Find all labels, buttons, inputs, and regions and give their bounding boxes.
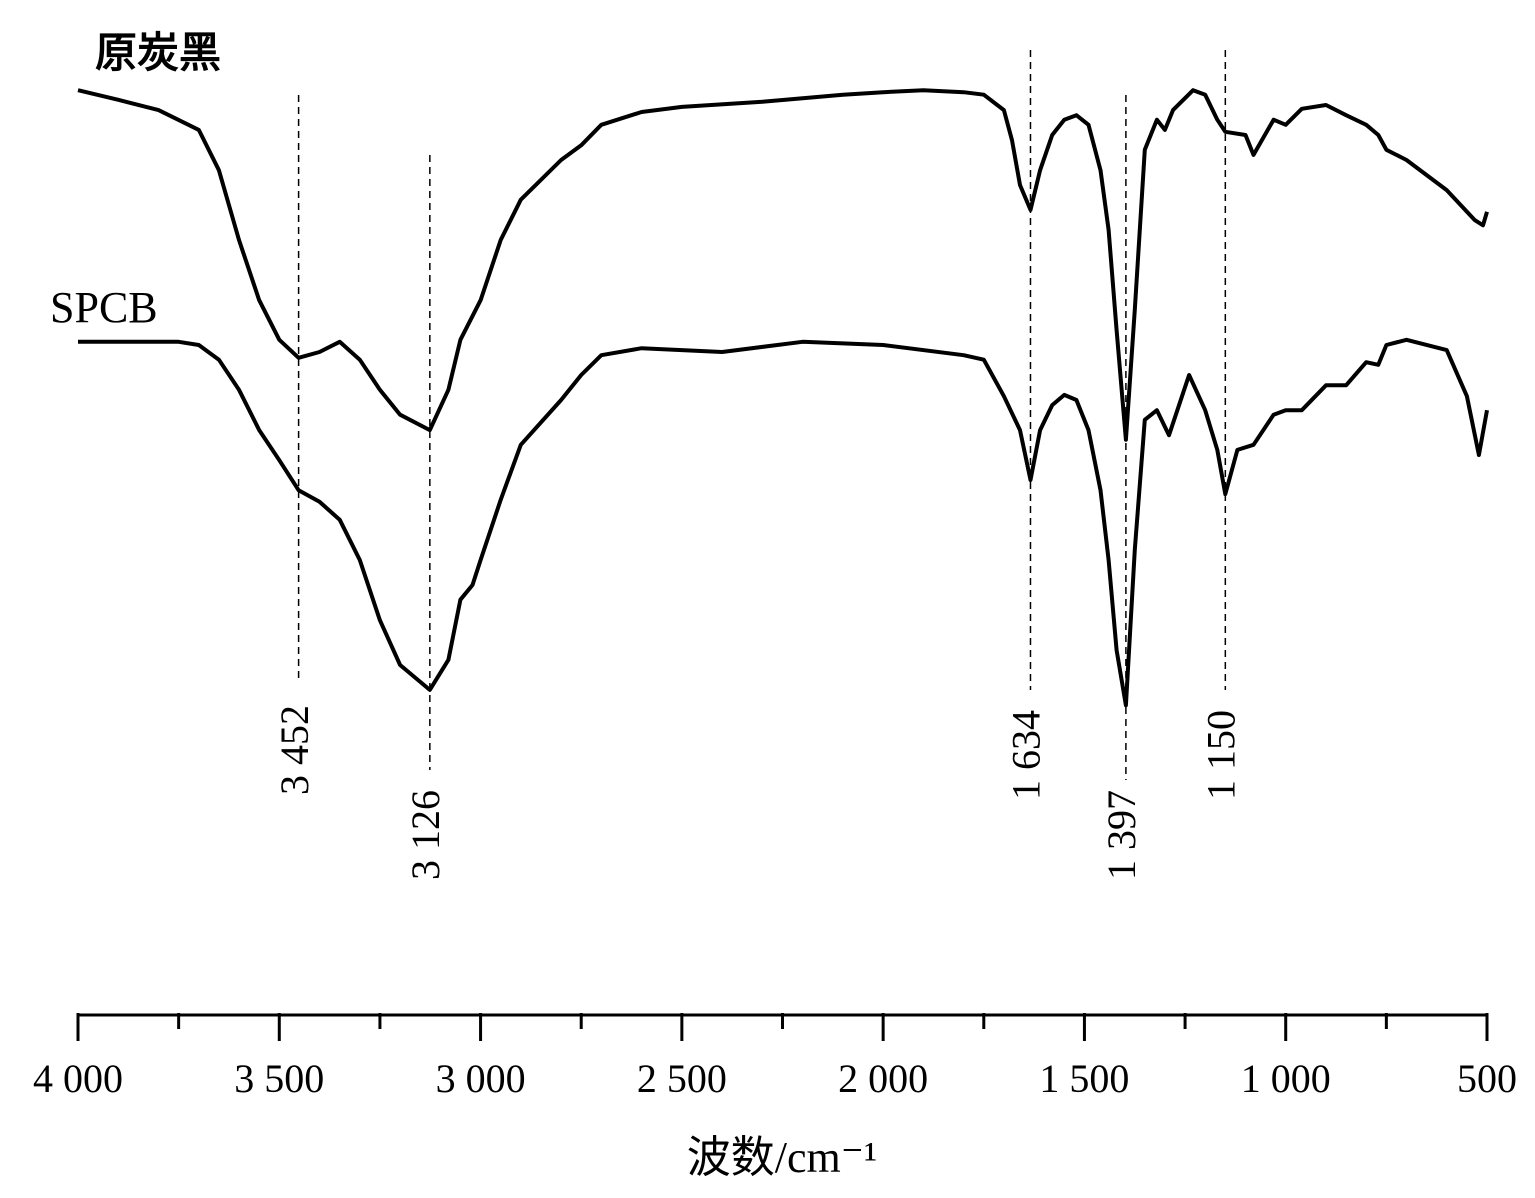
x-axis-label: 波数/cm⁻¹ bbox=[687, 1133, 877, 1182]
x-tick-label: 3 500 bbox=[234, 1056, 324, 1101]
x-tick-label: 4 000 bbox=[33, 1056, 123, 1101]
x-tick-label: 1 000 bbox=[1241, 1056, 1331, 1101]
x-tick-label: 1 500 bbox=[1039, 1056, 1129, 1101]
x-tick-label: 2 000 bbox=[838, 1056, 928, 1101]
x-tick-label: 500 bbox=[1457, 1056, 1517, 1101]
annotation-label: 3 126 bbox=[403, 790, 448, 880]
series-label: SPCB bbox=[50, 283, 158, 332]
spectrum-line bbox=[78, 337, 1489, 708]
series-label: 原炭黑 bbox=[95, 30, 221, 77]
spectrum-line bbox=[77, 88, 1489, 442]
annotation-label: 1 150 bbox=[1199, 710, 1244, 800]
x-tick-label: 3 000 bbox=[436, 1056, 526, 1101]
annotation-label: 3 452 bbox=[272, 705, 317, 795]
x-tick-label: 2 500 bbox=[637, 1056, 727, 1101]
annotation-label: 1 634 bbox=[1004, 710, 1049, 800]
annotation-label: 1 397 bbox=[1099, 790, 1144, 880]
